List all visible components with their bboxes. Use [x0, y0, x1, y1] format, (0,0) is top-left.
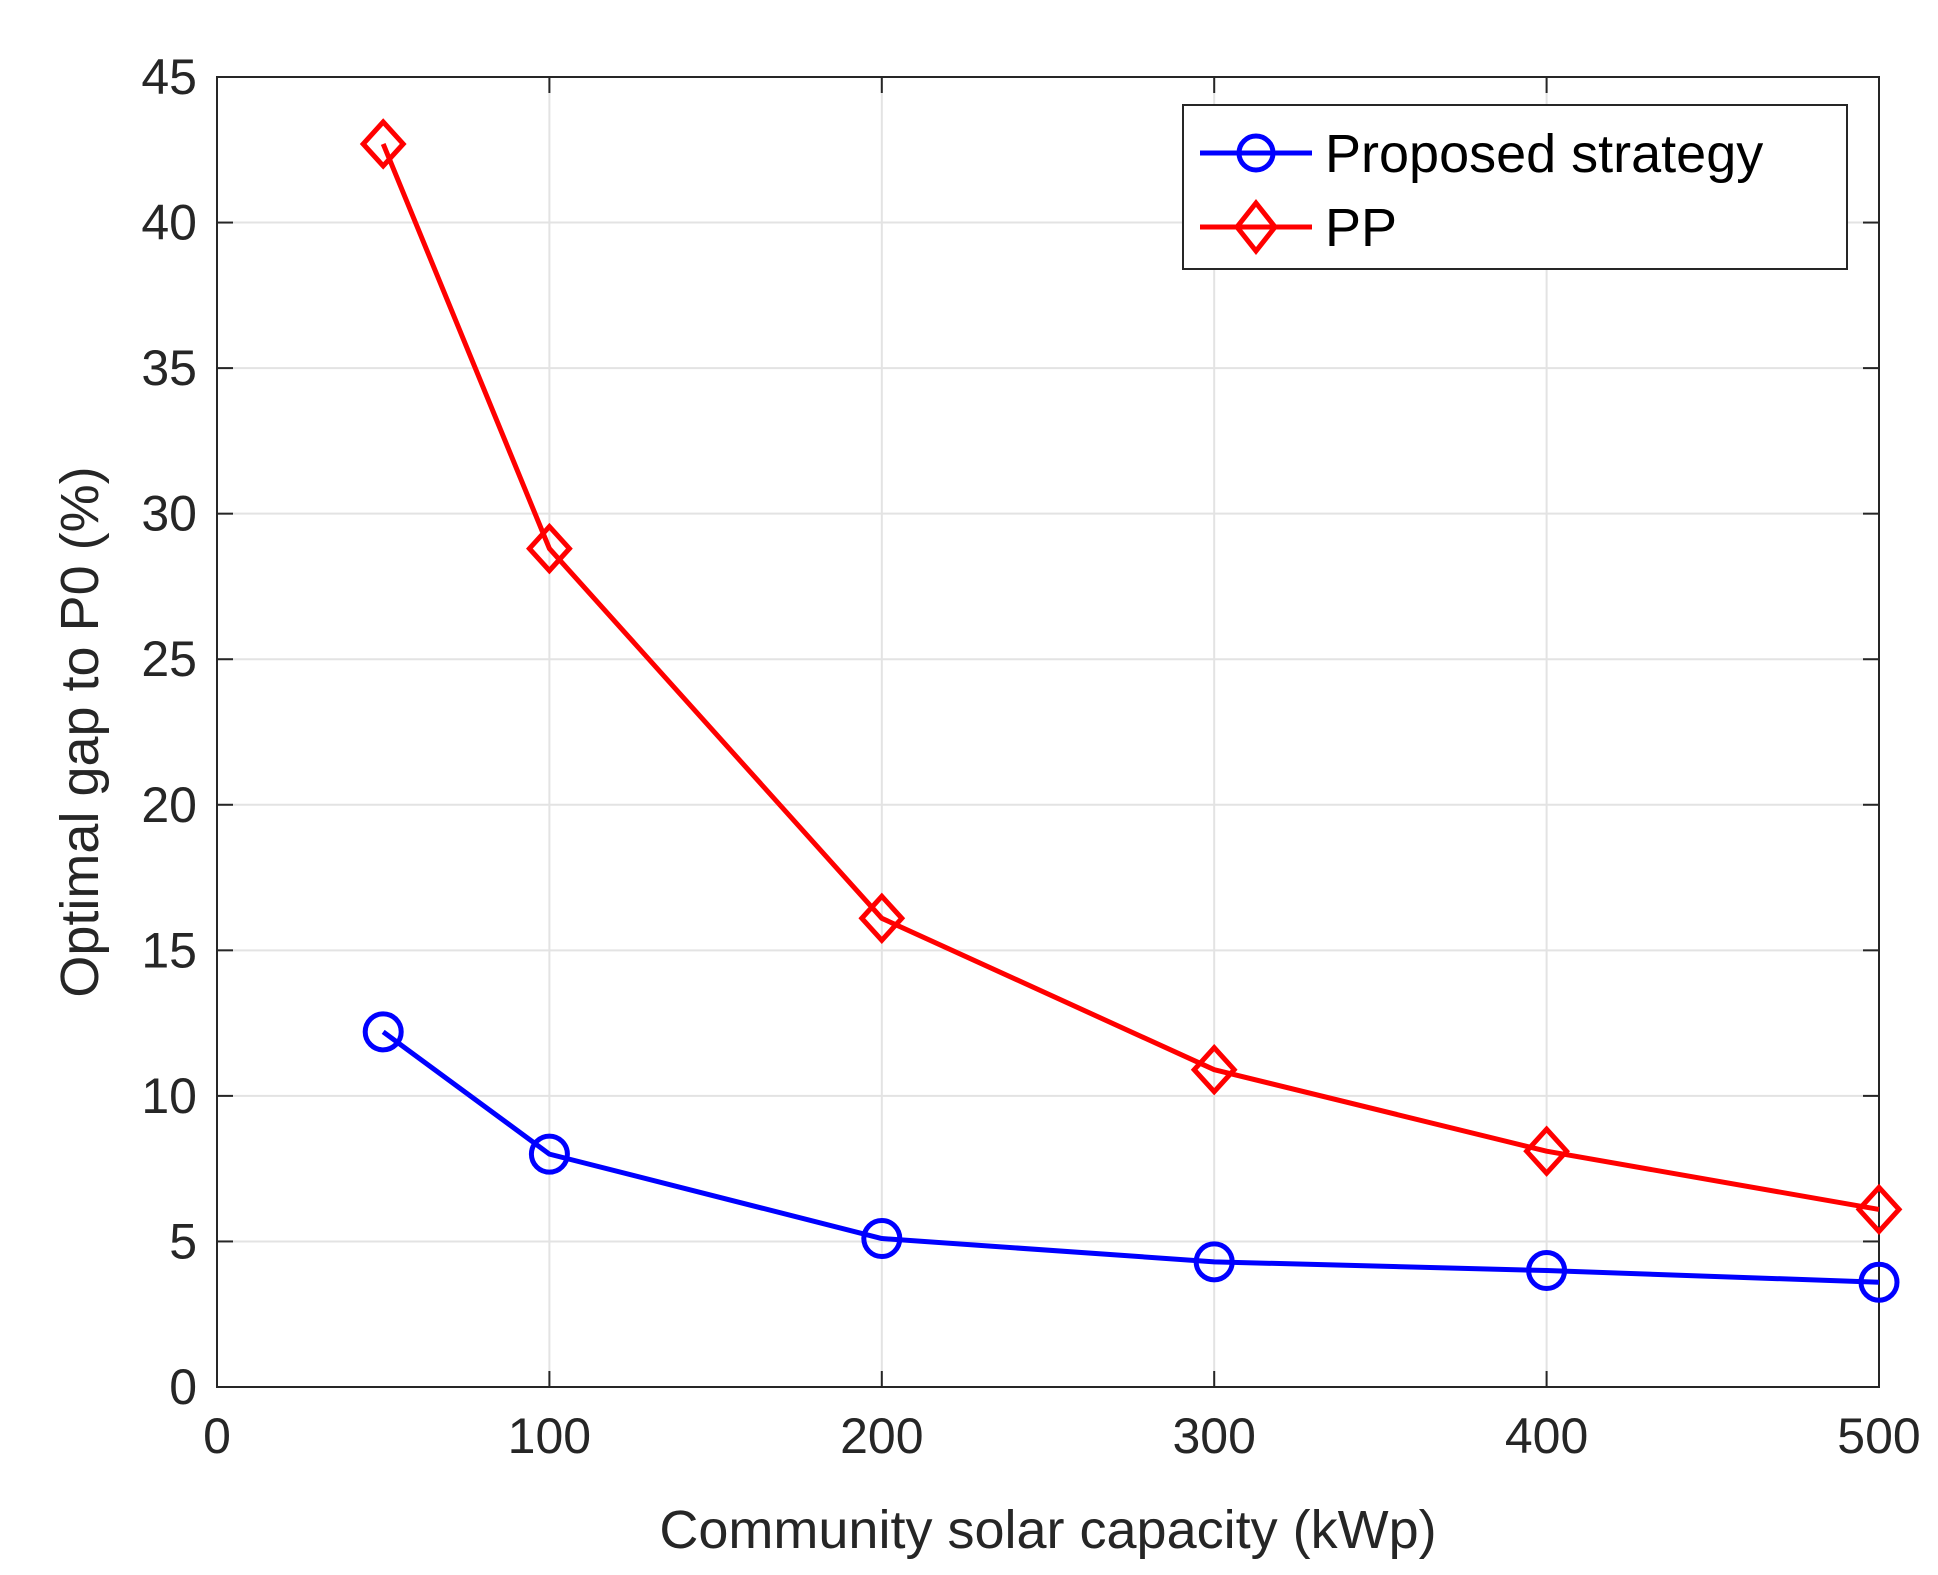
series-line	[380, 143, 1880, 1212]
data-point-circle	[861, 1218, 903, 1260]
x-tick-label: 400	[1505, 1408, 1588, 1464]
y-tick-label: 15	[141, 922, 197, 978]
x-tick-label: 0	[203, 1408, 231, 1464]
data-point-diamond	[526, 522, 573, 575]
y-tick-label: 10	[141, 1068, 197, 1124]
y-tick-label: 25	[141, 631, 197, 687]
y-tick-label: 20	[141, 777, 197, 833]
legend-marker-pp	[1233, 198, 1279, 256]
legend-box	[1182, 104, 1848, 270]
plot-background	[217, 77, 1879, 1387]
x-tick-label: 100	[508, 1408, 591, 1464]
y-tick-label: 0	[169, 1359, 197, 1415]
data-point-diamond	[359, 118, 407, 170]
legend-label-proposed: Proposed strategy	[1325, 124, 1763, 184]
y-tick-label: 35	[141, 340, 197, 396]
data-point-circle	[1858, 1261, 1900, 1303]
axis-ticks: 0 100 200 300 400 500 0 5 10 15 20 25 30 35 40 45	[141, 49, 1920, 1464]
y-tick-label: 45	[141, 49, 197, 105]
series-proposed-strategy	[362, 1011, 1900, 1303]
legend-label-pp: PP	[1325, 198, 1397, 258]
x-tick-label: 500	[1837, 1408, 1920, 1464]
x-tick-label: 200	[840, 1408, 923, 1464]
data-point-diamond	[1523, 1125, 1570, 1177]
data-point-circle	[1526, 1250, 1568, 1292]
data-point-circle	[362, 1011, 404, 1053]
data-point-circle	[1193, 1241, 1235, 1283]
plot-frame	[216, 76, 1880, 1388]
data-point-circle	[528, 1133, 570, 1175]
legend-marker-proposed	[1236, 133, 1276, 173]
y-tick-label: 5	[169, 1213, 197, 1269]
data-point-diamond	[858, 892, 906, 945]
data-point-diamond	[1190, 1043, 1238, 1096]
x-axis-label: Community solar capacity (kWp)	[659, 1500, 1436, 1560]
series-line	[381, 1029, 1880, 1285]
data-point-diamond	[1855, 1183, 1903, 1236]
y-tick-label: 40	[141, 195, 197, 251]
x-tick-label: 300	[1172, 1408, 1255, 1464]
y-axis-label: Optimal gap to P0 (%)	[50, 466, 110, 997]
series-pp	[359, 118, 1903, 1236]
series-layer	[359, 118, 1903, 1303]
y-tick-label: 30	[141, 486, 197, 542]
legend: Proposed strategy PP	[1182, 104, 1848, 270]
